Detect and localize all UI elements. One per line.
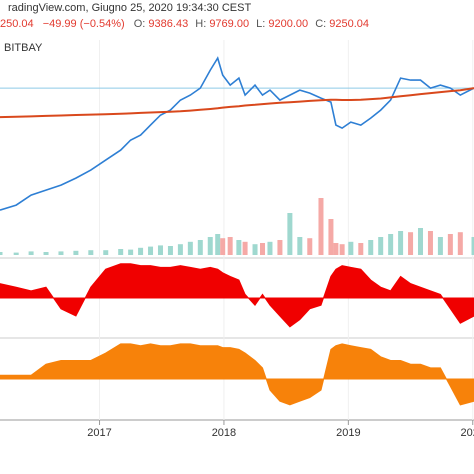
volume-bar bbox=[318, 198, 324, 255]
volume-bar bbox=[398, 231, 404, 255]
volume-bar bbox=[148, 246, 154, 255]
volume-bar bbox=[227, 237, 233, 255]
low-label: L: bbox=[256, 18, 265, 30]
open-label: O: bbox=[134, 18, 146, 30]
volume-bar bbox=[103, 250, 109, 255]
volume-bar bbox=[242, 241, 248, 255]
volume-bar bbox=[260, 243, 266, 255]
volume-bar bbox=[220, 238, 226, 255]
volume-bar bbox=[157, 245, 163, 255]
volume-bar bbox=[73, 250, 79, 255]
last-price: 250.04 bbox=[0, 18, 34, 30]
volume-bar bbox=[13, 252, 19, 255]
volume-bar bbox=[167, 246, 173, 255]
volume-bar bbox=[408, 232, 414, 255]
header-text: 250.04 −49.99 (−0.54%) O: 9386.43 H: 976… bbox=[0, 18, 369, 30]
volume-bar bbox=[43, 252, 49, 255]
volume-bar bbox=[358, 243, 364, 255]
high-label: H: bbox=[195, 18, 206, 30]
open: 9386.43 bbox=[148, 18, 188, 30]
x-tick-label: 2017 bbox=[87, 427, 111, 439]
oscillator-area bbox=[0, 343, 474, 406]
volume-bar bbox=[267, 241, 273, 255]
volume-bar bbox=[328, 219, 334, 255]
x-tick-label: 2018 bbox=[212, 427, 236, 439]
price-line-series bbox=[0, 56, 474, 211]
volume-bar bbox=[187, 241, 193, 255]
close: 9250.04 bbox=[329, 18, 369, 30]
high: 9769.00 bbox=[209, 18, 249, 30]
volume-bar bbox=[339, 244, 345, 255]
low: 9200.00 bbox=[268, 18, 308, 30]
volume-bar bbox=[0, 252, 3, 255]
volume-bar bbox=[118, 249, 124, 255]
volume-bar bbox=[277, 240, 283, 255]
x-tick-label: 2020 bbox=[461, 427, 474, 439]
exchange: BITBAY bbox=[4, 42, 43, 54]
volume-bar bbox=[177, 244, 183, 255]
volume-bar bbox=[388, 234, 394, 255]
close-label: C: bbox=[315, 18, 326, 30]
volume-bar bbox=[447, 234, 453, 255]
volume-bar bbox=[252, 244, 258, 255]
volume-bar bbox=[297, 237, 303, 255]
volume-bar bbox=[88, 250, 94, 255]
source-line: radingView.com, Giugno 25, 2020 19:34:30… bbox=[8, 2, 251, 14]
volume-bar bbox=[427, 231, 433, 255]
volume-bar bbox=[437, 237, 443, 255]
moving-average-line bbox=[0, 87, 474, 119]
x-tick-label: 2019 bbox=[336, 427, 360, 439]
volume-bar bbox=[197, 240, 203, 255]
volume-bar bbox=[207, 237, 213, 255]
volume-bar bbox=[418, 228, 424, 255]
volume-bar bbox=[378, 237, 384, 255]
volume-bar bbox=[307, 238, 313, 255]
change: −49.99 (−0.54%) bbox=[43, 18, 125, 30]
volume-bar bbox=[333, 243, 339, 255]
volume-bar bbox=[58, 251, 64, 255]
volume-bar bbox=[287, 213, 293, 255]
volume-bar bbox=[368, 240, 374, 255]
volume-bar bbox=[471, 237, 474, 255]
volume-bar bbox=[348, 241, 354, 255]
volume-bar bbox=[457, 232, 463, 255]
volume-bar bbox=[128, 249, 134, 255]
volume-bar bbox=[28, 251, 34, 255]
oscillator-area bbox=[0, 263, 474, 328]
volume-bar bbox=[138, 247, 144, 255]
volume-bar bbox=[236, 240, 242, 255]
volume-bar bbox=[215, 234, 221, 255]
